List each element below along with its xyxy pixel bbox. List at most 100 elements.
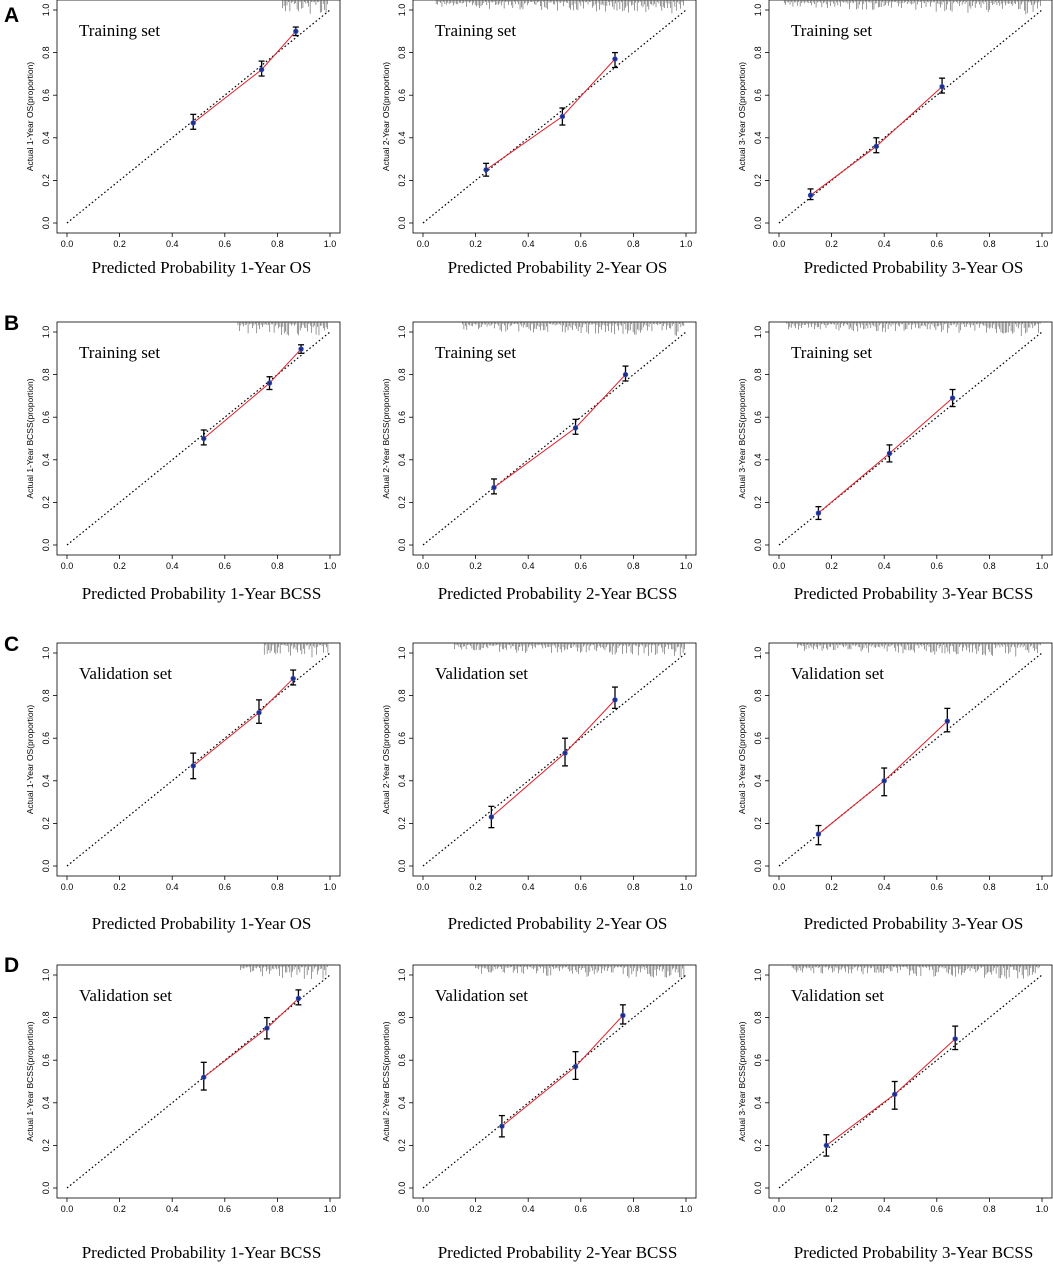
data-point [815, 510, 822, 516]
plot-frame [56, 321, 341, 556]
x-tick-label: 0.0 [417, 239, 430, 249]
panel-letter-d: D [4, 954, 19, 977]
plot-frame [768, 0, 1053, 234]
x-tick-label: 0.4 [878, 1204, 891, 1214]
x-tick-label: 0.2 [469, 561, 482, 571]
y-tick-label: 0.0 [41, 860, 51, 873]
x-axis-label: Predicted Probability 1-Year BCSS [82, 1243, 322, 1262]
x-tick-label: 1.0 [324, 239, 337, 249]
ideal-diagonal-line [778, 9, 1043, 224]
x-tick-label: 0.8 [271, 882, 284, 892]
data-point [295, 995, 302, 1002]
data-point [886, 450, 893, 457]
x-tick-label: 0.2 [113, 561, 126, 571]
calibration-line [192, 30, 297, 124]
x-tick-label: 0.2 [825, 882, 838, 892]
chart-a-2: 0.0 0.0 0.2 0.2 0.4 0.4 0.6 0.6 0.8 0.8 1.0 1.0 Actu… [381, 0, 697, 277]
x-tick-label: 0.2 [825, 561, 838, 571]
y-tick-label: 0.4 [41, 454, 51, 467]
x-tick-label: 0.0 [417, 561, 430, 571]
data-point [815, 831, 822, 837]
y-tick-label: 0.4 [397, 775, 407, 788]
x-tick-label: 1.0 [324, 1204, 337, 1214]
plot-frame [56, 0, 341, 234]
x-axis-label: Predicted Probability 3-Year BCSS [794, 584, 1034, 603]
chart-c-1: 0.0 0.0 0.2 0.2 0.4 0.4 0.6 0.6 0.8 0.8 1.0 1.0 Actu… [25, 642, 341, 933]
plot-frame [412, 321, 697, 556]
calibration-line [818, 397, 953, 514]
data-point [892, 1091, 898, 1097]
calibration-line [485, 58, 616, 171]
prediction-rug [791, 965, 1040, 979]
x-tick-label: 0.8 [627, 239, 640, 249]
y-tick-label: 0.4 [397, 132, 407, 145]
plot-frame [768, 321, 1053, 556]
set-label: Validation set [79, 986, 172, 1005]
data-point [562, 750, 568, 756]
x-tick-label: 1.0 [324, 882, 337, 892]
y-tick-label: 0.8 [397, 689, 407, 702]
x-tick-label: 0.2 [825, 239, 838, 249]
x-tick-label: 0.4 [522, 1204, 535, 1214]
y-tick-label: 0.8 [753, 46, 763, 59]
x-tick-label: 0.8 [627, 1204, 640, 1214]
x-tick-label: 0.2 [469, 1204, 482, 1214]
set-label: Validation set [791, 986, 884, 1005]
plot-frame [56, 642, 341, 877]
x-tick-label: 0.6 [575, 561, 588, 571]
x-axis-label: Predicted Probability 3-Year OS [804, 914, 1024, 933]
x-tick-label: 0.2 [113, 1204, 126, 1214]
x-tick-label: 1.0 [680, 1204, 693, 1214]
y-axis-label: Actual 1-Year BCSS(proportion) [25, 1021, 35, 1141]
x-tick-label: 0.6 [219, 561, 232, 571]
data-point [264, 1025, 270, 1031]
y-tick-label: 0.0 [753, 860, 763, 873]
y-tick-label: 0.2 [397, 174, 407, 187]
x-tick-label: 0.8 [271, 239, 284, 249]
y-tick-label: 1.0 [41, 647, 51, 660]
calibration-line [491, 699, 616, 818]
data-point [266, 380, 273, 386]
x-tick-label: 0.0 [61, 239, 74, 249]
y-tick-label: 0.0 [753, 217, 763, 230]
calibration-line [203, 348, 302, 439]
y-tick-label: 0.8 [41, 368, 51, 381]
set-label: Validation set [435, 986, 528, 1005]
y-tick-label: 0.2 [41, 1139, 51, 1152]
data-point [190, 120, 196, 126]
y-tick-label: 0.6 [41, 411, 51, 424]
x-tick-label: 0.8 [983, 239, 996, 249]
y-tick-label: 0.8 [397, 1011, 407, 1024]
prediction-rug [240, 965, 328, 979]
x-tick-label: 0.6 [575, 882, 588, 892]
y-tick-label: 0.2 [41, 174, 51, 187]
y-tick-label: 1.0 [753, 647, 763, 660]
chart-b-1: 0.0 0.0 0.2 0.2 0.4 0.4 0.6 0.6 0.8 0.8 1.0 1.0 Actu… [25, 321, 341, 603]
x-tick-label: 0.6 [931, 1204, 944, 1214]
x-axis-label: Predicted Probability 1-Year OS [92, 258, 312, 277]
y-tick-label: 0.2 [41, 817, 51, 830]
y-tick-label: 0.2 [397, 817, 407, 830]
x-tick-label: 0.0 [417, 882, 430, 892]
x-tick-label: 0.6 [575, 1204, 588, 1214]
y-tick-label: 0.6 [397, 732, 407, 745]
x-axis-label: Predicted Probability 2-Year OS [448, 258, 668, 277]
y-tick-label: 0.4 [41, 132, 51, 145]
y-tick-label: 1.0 [41, 4, 51, 17]
y-tick-label: 1.0 [41, 969, 51, 982]
data-point [949, 395, 956, 401]
x-tick-label: 0.0 [61, 882, 74, 892]
y-tick-label: 0.4 [753, 775, 763, 788]
y-axis-label: Actual 1-Year OS(proportion) [25, 705, 35, 814]
chart-d-2: 0.0 0.0 0.2 0.2 0.4 0.4 0.6 0.6 0.8 0.8 1.0 1.0 Actu… [381, 964, 697, 1262]
data-point [952, 1036, 958, 1042]
plot-frame [56, 964, 341, 1199]
y-tick-label: 0.0 [41, 1182, 51, 1195]
chart-d-3: 0.0 0.0 0.2 0.2 0.4 0.4 0.6 0.6 0.8 0.8 1.0 1.0 Actu… [737, 964, 1053, 1262]
x-tick-label: 1.0 [324, 561, 337, 571]
x-tick-label: 0.0 [61, 561, 74, 571]
chart-a-3: 0.0 0.0 0.2 0.2 0.4 0.4 0.6 0.6 0.8 0.8 1.0 1.0 Actu… [737, 0, 1053, 277]
x-tick-label: 0.4 [878, 561, 891, 571]
calibration-line [826, 1038, 956, 1146]
